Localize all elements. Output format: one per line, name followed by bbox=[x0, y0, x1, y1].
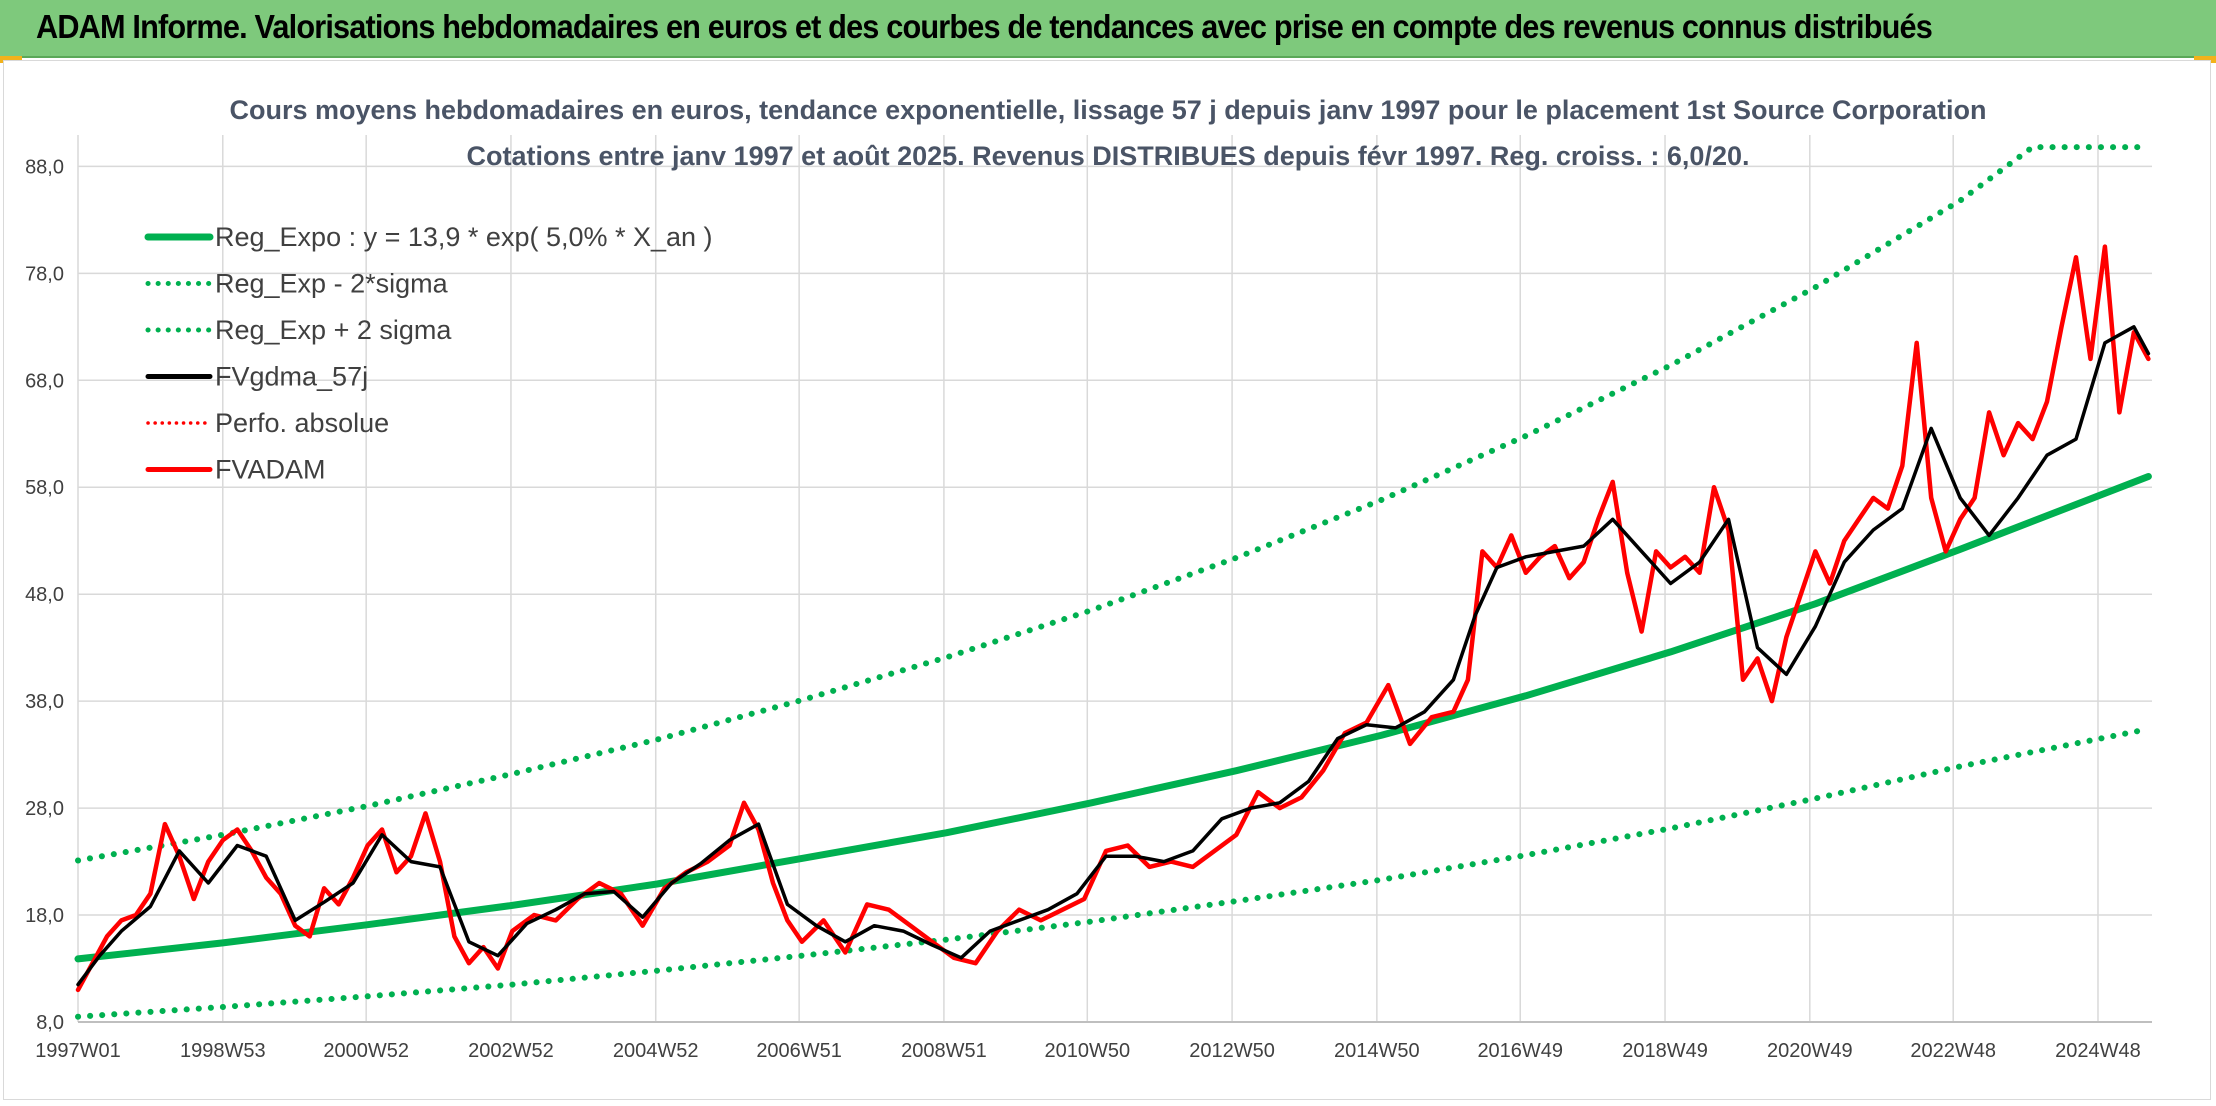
chart-title-line-2: Cotations entre janv 1997 et août 2025. … bbox=[467, 141, 1750, 171]
legend-label: Reg_Exp - 2*sigma bbox=[215, 269, 449, 299]
y-tick-label: 78,0 bbox=[25, 263, 64, 285]
report-title: ADAM Informe. Valorisations hebdomadaire… bbox=[36, 8, 1933, 45]
legend-label: Perfo. absolue bbox=[215, 408, 389, 438]
legend-label: Reg_Exp + 2 sigma bbox=[215, 315, 452, 345]
x-tick-label: 2004W52 bbox=[613, 1040, 699, 1062]
x-tick-label: 2006W51 bbox=[756, 1040, 842, 1062]
y-tick-label: 38,0 bbox=[25, 691, 64, 713]
series-reg-exp-2-sigma-line bbox=[75, 726, 2152, 1020]
x-tick-label: 2018W49 bbox=[1622, 1040, 1708, 1062]
series-reg-exp-2-sigma-line bbox=[75, 144, 2152, 864]
x-tick-label: 2002W52 bbox=[468, 1040, 554, 1062]
x-tick-label: 1998W53 bbox=[180, 1040, 266, 1062]
corner-accent-left bbox=[0, 56, 22, 63]
y-tick-label: 8,0 bbox=[36, 1012, 64, 1034]
axis-ticks: 8,0 18,0 28,0 38,0 48,0 58,0 68,0 78,0 88,0 1997W… bbox=[25, 156, 2141, 1062]
series-fvadam-line bbox=[75, 244, 2151, 993]
y-tick-label: 88,0 bbox=[25, 156, 64, 178]
x-tick-label: 2012W50 bbox=[1189, 1040, 1275, 1062]
series-fvgdma-57j-line bbox=[76, 325, 2151, 987]
legend-label: FVADAM bbox=[215, 455, 326, 485]
x-tick-label: 2022W48 bbox=[1910, 1040, 1996, 1062]
chart-legend: Reg_Expo : y = 13,9 * exp( 5,0% * X_an )… bbox=[144, 222, 713, 485]
x-tick-label: 2008W51 bbox=[901, 1040, 987, 1062]
x-tick-label: 2010W50 bbox=[1044, 1040, 1130, 1062]
series-reg-expo-y-13-9-exp-5-0-x-an-line bbox=[74, 473, 2152, 963]
report-header: ADAM Informe. Valorisations hebdomadaire… bbox=[0, 0, 2216, 58]
y-tick-label: 18,0 bbox=[25, 905, 64, 927]
y-tick-label: 48,0 bbox=[25, 584, 64, 606]
y-tick-label: 68,0 bbox=[25, 370, 64, 392]
y-tick-label: 58,0 bbox=[25, 477, 64, 499]
legend-label: FVgdma_57j bbox=[215, 362, 368, 392]
x-tick-label: 2024W48 bbox=[2055, 1040, 2141, 1062]
x-tick-label: 2016W49 bbox=[1477, 1040, 1563, 1062]
legend-label: Reg_Expo : y = 13,9 * exp( 5,0% * X_an ) bbox=[215, 222, 713, 252]
x-tick-label: 1997W01 bbox=[35, 1040, 121, 1062]
x-tick-label: 2014W50 bbox=[1334, 1040, 1420, 1062]
corner-accent-right bbox=[2194, 56, 2216, 63]
y-tick-label: 28,0 bbox=[25, 798, 64, 820]
x-tick-label: 2020W49 bbox=[1767, 1040, 1853, 1062]
series-layer bbox=[74, 144, 2152, 1020]
x-tick-label: 2000W52 bbox=[323, 1040, 409, 1062]
chart-title-line-1: Cours moyens hebdomadaires en euros, ten… bbox=[229, 95, 1986, 125]
